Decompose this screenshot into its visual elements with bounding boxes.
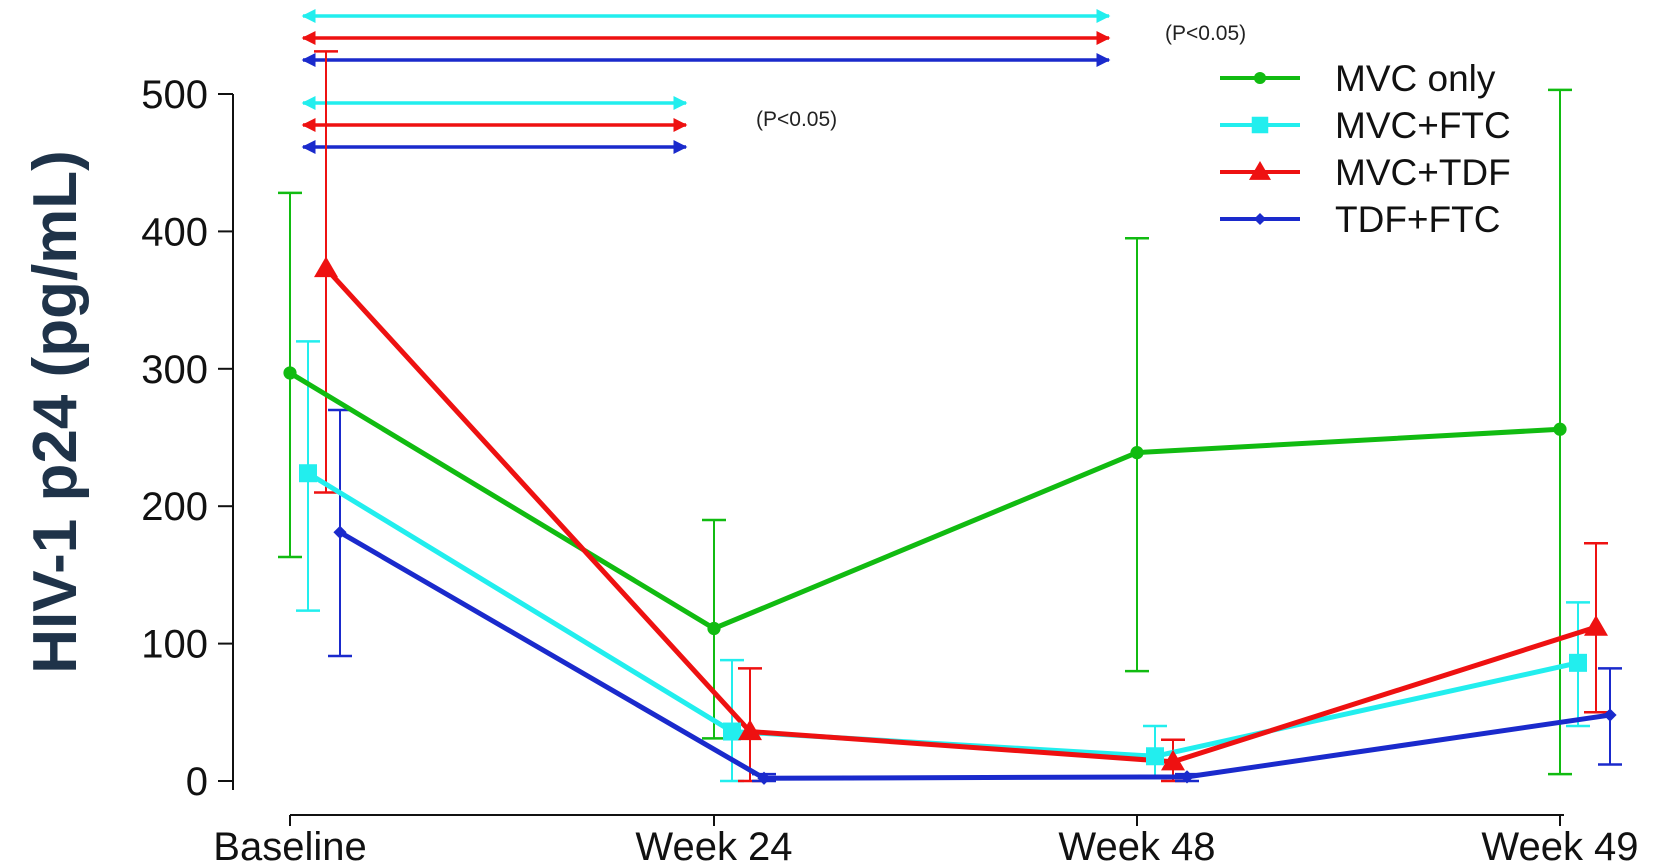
y-tick-label: 300 xyxy=(141,348,208,392)
x-tick-label: Baseline xyxy=(213,825,366,868)
y-axis-label: HIV-1 p24 (pg/mL) xyxy=(21,150,90,674)
legend-marker xyxy=(1249,161,1271,180)
y-tick-label: 400 xyxy=(141,210,208,254)
legend-marker xyxy=(1251,116,1269,134)
series-lines xyxy=(288,266,1611,781)
legend-marker xyxy=(1253,212,1267,226)
axes xyxy=(232,94,1564,816)
data-point xyxy=(1603,708,1617,722)
significance-label: (P<0.05) xyxy=(756,108,837,131)
y-tick-label: 500 xyxy=(141,73,208,117)
data-point xyxy=(757,771,771,785)
series-line-mvc-tdf xyxy=(324,266,1597,765)
series-line-tdf-ftc xyxy=(338,530,1611,781)
x-tick-label: Week 49 xyxy=(1481,825,1638,868)
significance-annotations: (P<0.05) (P<0.05) xyxy=(301,8,1246,154)
legend-label: MVC+FTC xyxy=(1335,105,1511,146)
y-tick-label: 0 xyxy=(186,760,208,804)
data-point xyxy=(1146,747,1164,766)
series-line-mvc-only xyxy=(288,370,1561,631)
x-tick-label: Week 48 xyxy=(1058,825,1215,868)
data-point xyxy=(283,366,297,380)
legend-label: MVC only xyxy=(1335,58,1496,99)
data-point xyxy=(1180,770,1194,784)
y-tick-label: 100 xyxy=(141,623,208,667)
x-tick-label: Week 24 xyxy=(635,825,792,868)
series-markers xyxy=(283,256,1617,785)
legend-marker xyxy=(1253,71,1267,85)
data-point xyxy=(333,525,347,539)
data-point xyxy=(1584,615,1608,636)
data-point xyxy=(299,464,317,483)
data-point xyxy=(1553,422,1567,436)
data-point xyxy=(314,256,338,278)
data-point xyxy=(738,719,762,741)
y-ticks: 0 100 200 300 400 500 xyxy=(141,73,233,804)
data-point xyxy=(1569,653,1587,672)
data-point xyxy=(723,722,741,741)
x-ticks: Baseline Week 24 Week 48 Week 49 xyxy=(213,815,1639,868)
y-tick-label: 200 xyxy=(141,485,208,529)
data-point xyxy=(1161,749,1185,771)
legend-label: TDF+FTC xyxy=(1335,199,1500,240)
significance-label: (P<0.05) xyxy=(1165,22,1246,45)
legend: MVC only MVC+FTC MVC+TDF TDF+FTC xyxy=(1220,58,1511,240)
legend-label: MVC+TDF xyxy=(1335,152,1511,193)
data-point xyxy=(1130,446,1144,460)
data-point xyxy=(707,621,721,636)
series-line-mvc-ftc xyxy=(306,471,1579,759)
